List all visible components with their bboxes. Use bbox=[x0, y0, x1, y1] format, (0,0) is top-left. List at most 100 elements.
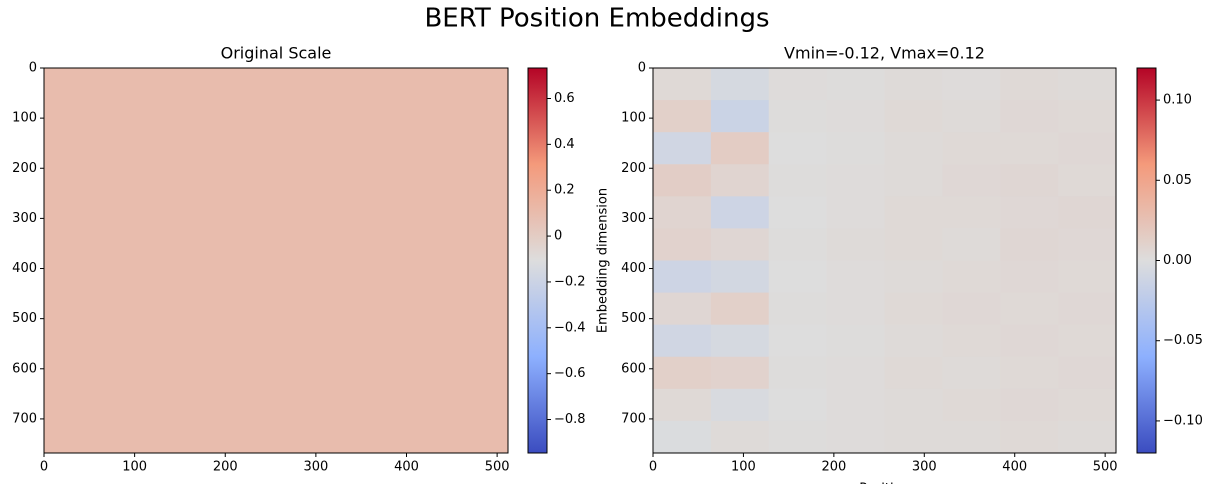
y-tick-label: 600 bbox=[621, 361, 646, 376]
heatmap-cell bbox=[1000, 228, 1059, 261]
heatmap-cell bbox=[710, 132, 770, 165]
x-tick-label: 100 bbox=[122, 460, 147, 475]
colorbar-tick-label: 0 bbox=[554, 229, 562, 244]
heatmap-cell bbox=[653, 196, 712, 229]
heatmap-cell bbox=[710, 356, 770, 390]
heatmap-cell bbox=[710, 100, 770, 133]
heatmap-cell bbox=[826, 100, 885, 133]
x-tick-label: 500 bbox=[1093, 460, 1118, 475]
x-tick-label: 400 bbox=[1002, 460, 1027, 475]
heatmap-cell bbox=[826, 388, 885, 422]
heatmap-cell bbox=[768, 68, 828, 101]
heatmap-cell bbox=[710, 388, 770, 422]
x-tick-label: 100 bbox=[731, 460, 756, 475]
heatmap-cell bbox=[653, 100, 712, 133]
heatmap-cell bbox=[942, 196, 1001, 229]
heatmap-cell bbox=[768, 388, 828, 422]
y-axis-label: Embedding dimension bbox=[596, 188, 611, 333]
colorbar bbox=[527, 67, 548, 454]
heatmap-cell bbox=[1058, 356, 1117, 390]
heatmap-cell bbox=[942, 100, 1001, 133]
heatmap-cell bbox=[710, 292, 770, 326]
heatmap-cell bbox=[1000, 324, 1059, 358]
heatmap-cell bbox=[768, 324, 828, 358]
colorbar-tick-label: −0.6 bbox=[554, 366, 586, 381]
figure-title: BERT Position Embeddings bbox=[424, 4, 769, 34]
x-tick-label: 500 bbox=[485, 460, 510, 475]
y-tick-label: 200 bbox=[12, 161, 37, 176]
y-tick-label: 700 bbox=[621, 411, 646, 426]
heatmap-cell bbox=[653, 228, 712, 261]
heatmap-cell bbox=[1000, 356, 1059, 390]
heatmap-cell bbox=[768, 100, 828, 133]
heatmap-cell bbox=[710, 68, 770, 101]
heatmap-cell bbox=[1000, 292, 1059, 326]
heatmap-cell bbox=[942, 68, 1001, 101]
heatmap-cell bbox=[884, 388, 943, 422]
heatmap-cell bbox=[710, 324, 770, 358]
heatmap-cell bbox=[884, 164, 943, 197]
heatmap-cell bbox=[1058, 132, 1117, 165]
y-tick-label: 600 bbox=[12, 361, 37, 376]
heatmap-cell bbox=[942, 292, 1001, 326]
heatmap-cell bbox=[44, 68, 509, 454]
heatmap-cell bbox=[1058, 68, 1117, 101]
y-tick-label: 100 bbox=[12, 111, 37, 126]
heatmap-cell bbox=[653, 324, 712, 358]
heatmap-cell bbox=[942, 356, 1001, 390]
heatmap-cell bbox=[710, 228, 770, 261]
heatmap-cell bbox=[942, 388, 1001, 422]
heatmap-cell bbox=[1058, 292, 1117, 326]
x-tick-label: 300 bbox=[303, 460, 328, 475]
y-tick-label: 400 bbox=[12, 261, 37, 276]
heatmap-cell bbox=[1058, 260, 1117, 294]
x-tick-label: 200 bbox=[821, 460, 846, 475]
heatmap-cell bbox=[710, 196, 770, 229]
x-tick-label: 300 bbox=[912, 460, 937, 475]
heatmap-cell bbox=[826, 228, 885, 261]
colorbar-tick-label: −0.8 bbox=[554, 412, 586, 427]
heatmap-cell bbox=[768, 196, 828, 229]
heatmap-cell bbox=[826, 356, 885, 390]
heatmap-cell bbox=[653, 292, 712, 326]
heatmap-cell bbox=[942, 324, 1001, 358]
heatmap-cell bbox=[826, 324, 885, 358]
heatmap-cell bbox=[826, 260, 885, 294]
y-tick-label: 100 bbox=[621, 111, 646, 126]
heatmap-cell bbox=[942, 260, 1001, 294]
subplot-title: Vmin=-0.12, Vmax=0.12 bbox=[784, 44, 985, 63]
colorbar-tick-label: 0.10 bbox=[1163, 93, 1192, 108]
heatmap-cell bbox=[884, 228, 943, 261]
heatmap-cell bbox=[653, 68, 712, 101]
y-tick-label: 0 bbox=[638, 61, 646, 76]
colorbar-tick-label: −0.10 bbox=[1163, 413, 1203, 428]
heatmap-cell bbox=[653, 356, 712, 390]
y-tick-label: 400 bbox=[621, 261, 646, 276]
colorbar-tick-label: −0.2 bbox=[554, 274, 586, 289]
plot-frame bbox=[43, 67, 509, 454]
colorbar-tick-label: 0.2 bbox=[554, 183, 575, 198]
heatmap-cell bbox=[1058, 164, 1117, 197]
heatmap-cell bbox=[653, 164, 712, 197]
heatmap-cell bbox=[768, 420, 828, 454]
plot-frame bbox=[652, 67, 1117, 454]
colorbar-tick-label: 0.6 bbox=[554, 91, 575, 106]
heatmap-cell bbox=[768, 292, 828, 326]
heatmap-cell bbox=[653, 260, 712, 294]
heatmap-cell bbox=[884, 132, 943, 165]
heatmap-cell bbox=[768, 228, 828, 261]
subplot-title: Original Scale bbox=[221, 44, 332, 63]
x-tick-label: 200 bbox=[213, 460, 238, 475]
heatmap-cell bbox=[1000, 196, 1059, 229]
heatmap-cell bbox=[942, 164, 1001, 197]
heatmap-cell bbox=[710, 164, 770, 197]
heatmap-cell bbox=[710, 260, 770, 294]
heatmap-cell bbox=[710, 420, 770, 454]
heatmap-cell bbox=[1058, 196, 1117, 229]
heatmap-cell bbox=[884, 68, 943, 101]
heatmap-cell bbox=[1058, 228, 1117, 261]
y-tick-label: 0 bbox=[29, 61, 37, 76]
x-tick-label: 400 bbox=[394, 460, 419, 475]
heatmap-cell bbox=[826, 196, 885, 229]
